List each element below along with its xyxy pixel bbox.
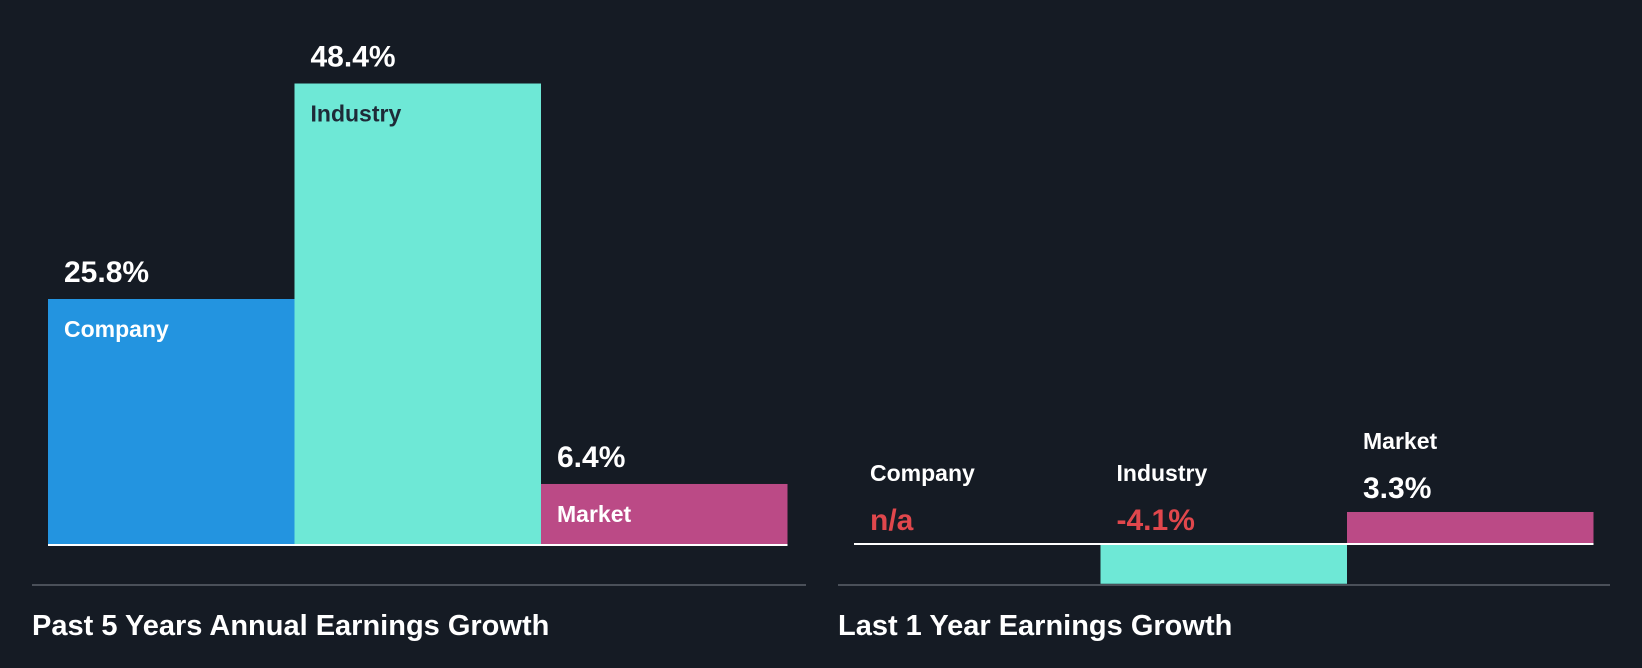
last-1-year-panel: n/a Company -4.1% Industry 3.3% Market xyxy=(854,428,1594,584)
category-label-market-1y: Market xyxy=(1363,428,1437,454)
bar-industry-1y xyxy=(1100,544,1347,584)
bar-company-5y xyxy=(48,298,295,545)
value-label-company-5y: 25.8% xyxy=(64,256,149,289)
last-1-year-title: Last 1 Year Earnings Growth xyxy=(838,610,1232,642)
bar-market-1y xyxy=(1347,511,1594,544)
category-label-market-5y: Market xyxy=(557,501,631,527)
category-label-industry-1y: Industry xyxy=(1117,460,1208,486)
value-label-market-1y: 3.3% xyxy=(1363,472,1431,505)
past-5-years-title: Past 5 Years Annual Earnings Growth xyxy=(32,610,549,642)
value-label-industry-1y: -4.1% xyxy=(1117,504,1195,537)
bar-industry-5y xyxy=(294,83,541,546)
category-label-company-1y: Company xyxy=(870,460,975,486)
value-label-company-1y: n/a xyxy=(870,504,914,537)
value-label-industry-5y: 48.4% xyxy=(311,41,396,74)
category-label-industry-5y: Industry xyxy=(311,101,402,127)
category-label-company-5y: Company xyxy=(64,316,169,342)
past-5-years-panel: 25.8% Company 48.4% Industry 6.4% Market xyxy=(48,41,788,546)
value-label-market-5y: 6.4% xyxy=(557,441,625,474)
bar-market-5y xyxy=(541,483,788,545)
